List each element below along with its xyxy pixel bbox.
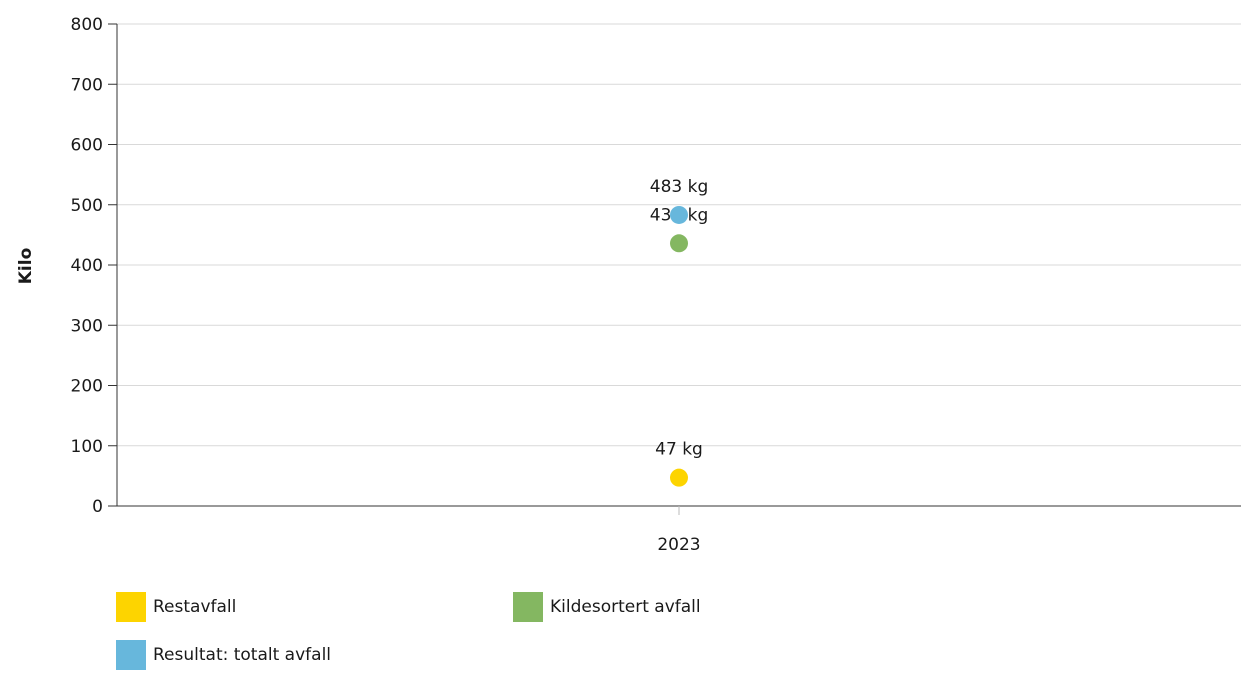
- y-axis-title: Kilo: [16, 248, 36, 285]
- legend-label-restavfall: Restavfall: [153, 597, 237, 617]
- y-tick-label: 200: [71, 377, 103, 397]
- y-tick-label: 400: [71, 256, 103, 276]
- legend-item-kildesortert-avfall[interactable]: Kildesortert avfall: [513, 592, 910, 622]
- y-tick-labels: 0 100 200 300 400 500 600 700 800: [71, 15, 103, 517]
- x-tick-labels: 2023: [657, 535, 700, 555]
- legend: Restavfall Kildesortert avfall Resultat:…: [116, 592, 1016, 670]
- y-tick-label: 600: [71, 136, 103, 156]
- y-tick-label: 700: [71, 75, 103, 95]
- data-points: [670, 205, 688, 487]
- data-label: 47 kg: [655, 440, 703, 460]
- data-label: 483 kg: [650, 177, 709, 197]
- y-tick-label: 500: [71, 196, 103, 216]
- data-point[interactable]: [670, 234, 688, 253]
- data-point[interactable]: [670, 468, 688, 487]
- legend-swatch-totalt-avfall: [116, 640, 146, 670]
- axes: [108, 23, 1241, 515]
- legend-swatch-kildesortert-avfall: [513, 592, 543, 622]
- y-tick-label: 100: [71, 437, 103, 457]
- legend-label-totalt-avfall: Resultat: totalt avfall: [153, 645, 332, 665]
- legend-swatch-restavfall: [116, 592, 146, 622]
- gridlines: [117, 23, 1241, 447]
- y-tick-label: 800: [71, 15, 103, 35]
- y-tick-label: 300: [71, 316, 103, 336]
- legend-item-totalt-avfall[interactable]: Resultat: totalt avfall: [116, 640, 513, 670]
- y-tick-label: 0: [92, 497, 103, 517]
- legend-label-kildesortert-avfall: Kildesortert avfall: [550, 597, 701, 617]
- x-tick-label: 2023: [657, 535, 700, 555]
- legend-item-restavfall[interactable]: Restavfall: [116, 592, 513, 622]
- data-point[interactable]: [670, 205, 688, 224]
